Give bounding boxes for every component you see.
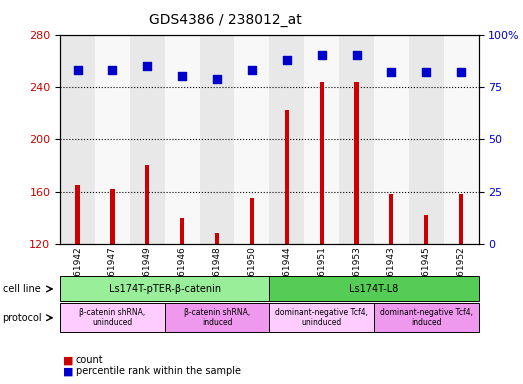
Text: GDS4386 / 238012_at: GDS4386 / 238012_at bbox=[149, 13, 301, 27]
Text: β-catenin shRNA,
uninduced: β-catenin shRNA, uninduced bbox=[79, 308, 145, 328]
Text: percentile rank within the sample: percentile rank within the sample bbox=[76, 366, 241, 376]
Bar bbox=[389, 194, 393, 244]
Point bbox=[282, 56, 291, 63]
Bar bbox=[444, 35, 479, 244]
Text: count: count bbox=[76, 355, 104, 365]
Bar bbox=[234, 35, 269, 244]
Point bbox=[108, 67, 117, 73]
Point bbox=[387, 69, 395, 75]
Point bbox=[353, 53, 361, 59]
Bar bbox=[75, 185, 79, 244]
Bar bbox=[250, 198, 254, 244]
Point bbox=[178, 73, 186, 79]
Text: ■: ■ bbox=[63, 355, 73, 365]
Text: Ls174T-L8: Ls174T-L8 bbox=[349, 284, 399, 294]
Bar bbox=[200, 35, 234, 244]
Text: dominant-negative Tcf4,
induced: dominant-negative Tcf4, induced bbox=[380, 308, 473, 328]
Bar bbox=[459, 194, 463, 244]
Bar bbox=[60, 35, 95, 244]
Text: Ls174T-pTER-β-catenin: Ls174T-pTER-β-catenin bbox=[109, 284, 221, 294]
Bar bbox=[304, 35, 339, 244]
Text: cell line: cell line bbox=[3, 284, 40, 294]
Bar bbox=[285, 111, 289, 244]
Bar bbox=[95, 35, 130, 244]
Bar bbox=[110, 189, 115, 244]
Bar bbox=[165, 35, 200, 244]
Point bbox=[422, 69, 430, 75]
Point bbox=[317, 53, 326, 59]
Bar bbox=[339, 35, 374, 244]
Bar bbox=[320, 82, 324, 244]
Bar bbox=[424, 215, 428, 244]
Text: protocol: protocol bbox=[3, 313, 42, 323]
Text: ■: ■ bbox=[63, 366, 73, 376]
Bar bbox=[355, 82, 359, 244]
Text: dominant-negative Tcf4,
uninduced: dominant-negative Tcf4, uninduced bbox=[275, 308, 368, 328]
Bar bbox=[374, 35, 409, 244]
Point bbox=[143, 63, 152, 69]
Bar bbox=[269, 35, 304, 244]
Bar bbox=[409, 35, 444, 244]
Bar bbox=[130, 35, 165, 244]
Point bbox=[213, 75, 221, 81]
Point bbox=[73, 67, 82, 73]
Bar bbox=[215, 233, 219, 244]
Bar bbox=[180, 218, 184, 244]
Point bbox=[457, 69, 465, 75]
Bar bbox=[145, 166, 150, 244]
Text: β-catenin shRNA,
induced: β-catenin shRNA, induced bbox=[184, 308, 250, 328]
Point bbox=[248, 67, 256, 73]
